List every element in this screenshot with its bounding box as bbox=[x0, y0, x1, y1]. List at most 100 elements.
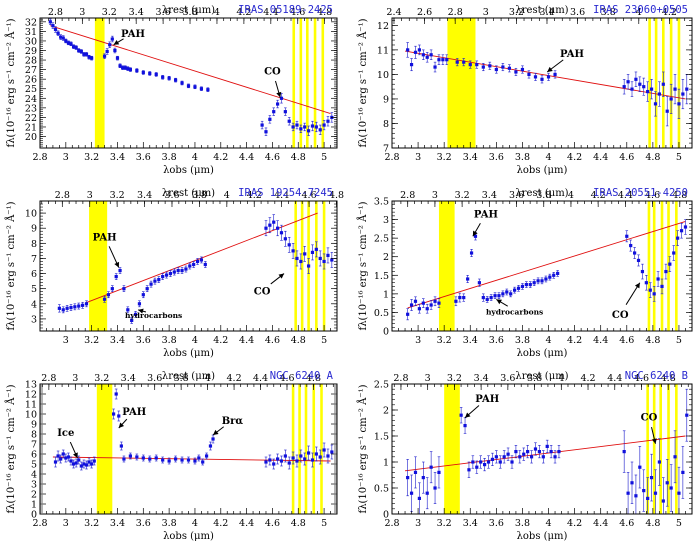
top-tick-label: 4.2 bbox=[580, 373, 595, 384]
y-tick-label: 2 bbox=[383, 252, 389, 263]
data-point bbox=[154, 456, 158, 460]
y-tick-label: 2.5 bbox=[374, 234, 389, 245]
annotation-label: PAH bbox=[560, 49, 584, 60]
data-point bbox=[186, 84, 191, 88]
top-tick-label: 4 bbox=[224, 190, 230, 201]
data-series-1 bbox=[48, 18, 210, 92]
data-point bbox=[462, 295, 466, 300]
top-tick-label: 3.2 bbox=[447, 373, 462, 384]
annotation-label: PAH bbox=[122, 407, 146, 418]
data-point bbox=[330, 450, 334, 454]
x-tick-label: 3.2 bbox=[84, 335, 99, 346]
y-tick-label: 31 bbox=[25, 27, 37, 38]
top-tick-label: 2.8 bbox=[41, 373, 56, 384]
x-tick-label: 3.4 bbox=[463, 335, 478, 346]
masked-band-1 bbox=[96, 384, 113, 514]
data-point bbox=[126, 308, 130, 312]
data-point bbox=[291, 125, 295, 129]
data-point bbox=[322, 123, 326, 127]
annotation-arrowhead bbox=[73, 452, 78, 458]
data-point bbox=[71, 45, 76, 49]
x-tick-label: 3.6 bbox=[489, 152, 504, 163]
y-tick-label: 1.5 bbox=[374, 432, 389, 443]
annotation-label: CO bbox=[264, 66, 281, 77]
y-tick-label: 27 bbox=[25, 65, 37, 76]
masked-band-5 bbox=[669, 18, 673, 148]
data-point bbox=[664, 269, 668, 274]
data-point bbox=[433, 299, 437, 303]
data-point bbox=[154, 72, 158, 76]
data-point bbox=[279, 231, 284, 235]
data-point bbox=[287, 461, 291, 465]
x-tick-label: 4.6 bbox=[619, 335, 634, 346]
y-tick-label: 10 bbox=[25, 209, 37, 220]
data-point bbox=[506, 452, 510, 456]
data-point bbox=[552, 273, 556, 277]
data-point bbox=[69, 42, 73, 46]
top-tick-label: 4.2 bbox=[591, 190, 606, 201]
data-point bbox=[128, 454, 132, 458]
data-point bbox=[522, 452, 526, 456]
data-point bbox=[622, 450, 626, 454]
x-tick-label: 4.8 bbox=[291, 152, 306, 163]
data-point bbox=[673, 87, 677, 91]
y-tick-label: 4 bbox=[31, 470, 37, 481]
top-tick-label: 2.8 bbox=[400, 190, 415, 201]
data-point bbox=[264, 130, 268, 134]
masked-band-2 bbox=[646, 384, 649, 514]
data-point bbox=[520, 67, 525, 72]
masked-band-4 bbox=[304, 384, 308, 514]
data-point bbox=[467, 468, 471, 472]
data-point bbox=[264, 460, 268, 464]
annotation-label: CO bbox=[612, 310, 629, 321]
x-tick-label: 4.2 bbox=[567, 518, 582, 529]
data-point bbox=[197, 456, 201, 460]
x-axis-title-top: λrest (μm) bbox=[162, 371, 215, 382]
x-tick-label: 5 bbox=[321, 518, 327, 529]
top-tick-label: 3 bbox=[87, 190, 93, 201]
y-axis-title: fλ(10⁻¹⁶ erg s⁻¹ cm⁻² Å⁻¹) bbox=[357, 201, 369, 330]
data-point bbox=[469, 251, 474, 255]
x-tick-label: 4 bbox=[545, 152, 551, 163]
y-tick-label: 7 bbox=[383, 144, 389, 155]
top-tick-label: 3 bbox=[483, 7, 489, 18]
top-tick-label: 3.4 bbox=[539, 7, 554, 18]
data-point bbox=[114, 274, 118, 279]
top-tick-label: 3.6 bbox=[500, 373, 515, 384]
top-tick-label: 3.8 bbox=[174, 373, 189, 384]
data-point bbox=[445, 58, 449, 62]
x-tick-label: 3.2 bbox=[84, 152, 99, 163]
y-tick-label: 1 bbox=[31, 500, 37, 511]
data-point bbox=[110, 287, 114, 291]
data-point bbox=[193, 85, 197, 89]
data-point bbox=[413, 470, 418, 474]
data-point bbox=[518, 455, 522, 459]
data-point bbox=[92, 459, 96, 463]
data-point bbox=[326, 119, 330, 123]
data-point bbox=[433, 65, 437, 69]
data-point bbox=[468, 63, 472, 67]
y-tick-label: 32 bbox=[25, 17, 37, 28]
data-point bbox=[421, 301, 425, 305]
data-point bbox=[509, 292, 513, 296]
data-point bbox=[287, 243, 291, 247]
annotation-arrowhead bbox=[213, 429, 219, 435]
data-point bbox=[164, 273, 169, 277]
top-tick-label: 4.4 bbox=[263, 7, 278, 18]
data-point bbox=[130, 318, 134, 323]
y-tick-label: 24 bbox=[25, 94, 37, 105]
data-point bbox=[529, 455, 534, 459]
masked-band-4 bbox=[306, 18, 309, 148]
data-point bbox=[87, 55, 91, 59]
data-point bbox=[59, 35, 63, 39]
data-series-1 bbox=[53, 388, 215, 471]
data-point bbox=[417, 496, 421, 500]
y-tick-label: 21 bbox=[25, 122, 37, 133]
y-tick-label: 2.5 bbox=[374, 380, 389, 391]
x-axis-title-bottom: λobs (μm) bbox=[517, 165, 568, 176]
data-point bbox=[82, 52, 86, 56]
data-point bbox=[660, 284, 664, 289]
masked-band-3 bbox=[300, 201, 304, 331]
data-point bbox=[466, 277, 470, 281]
x-tick-label: 4.6 bbox=[265, 335, 280, 346]
